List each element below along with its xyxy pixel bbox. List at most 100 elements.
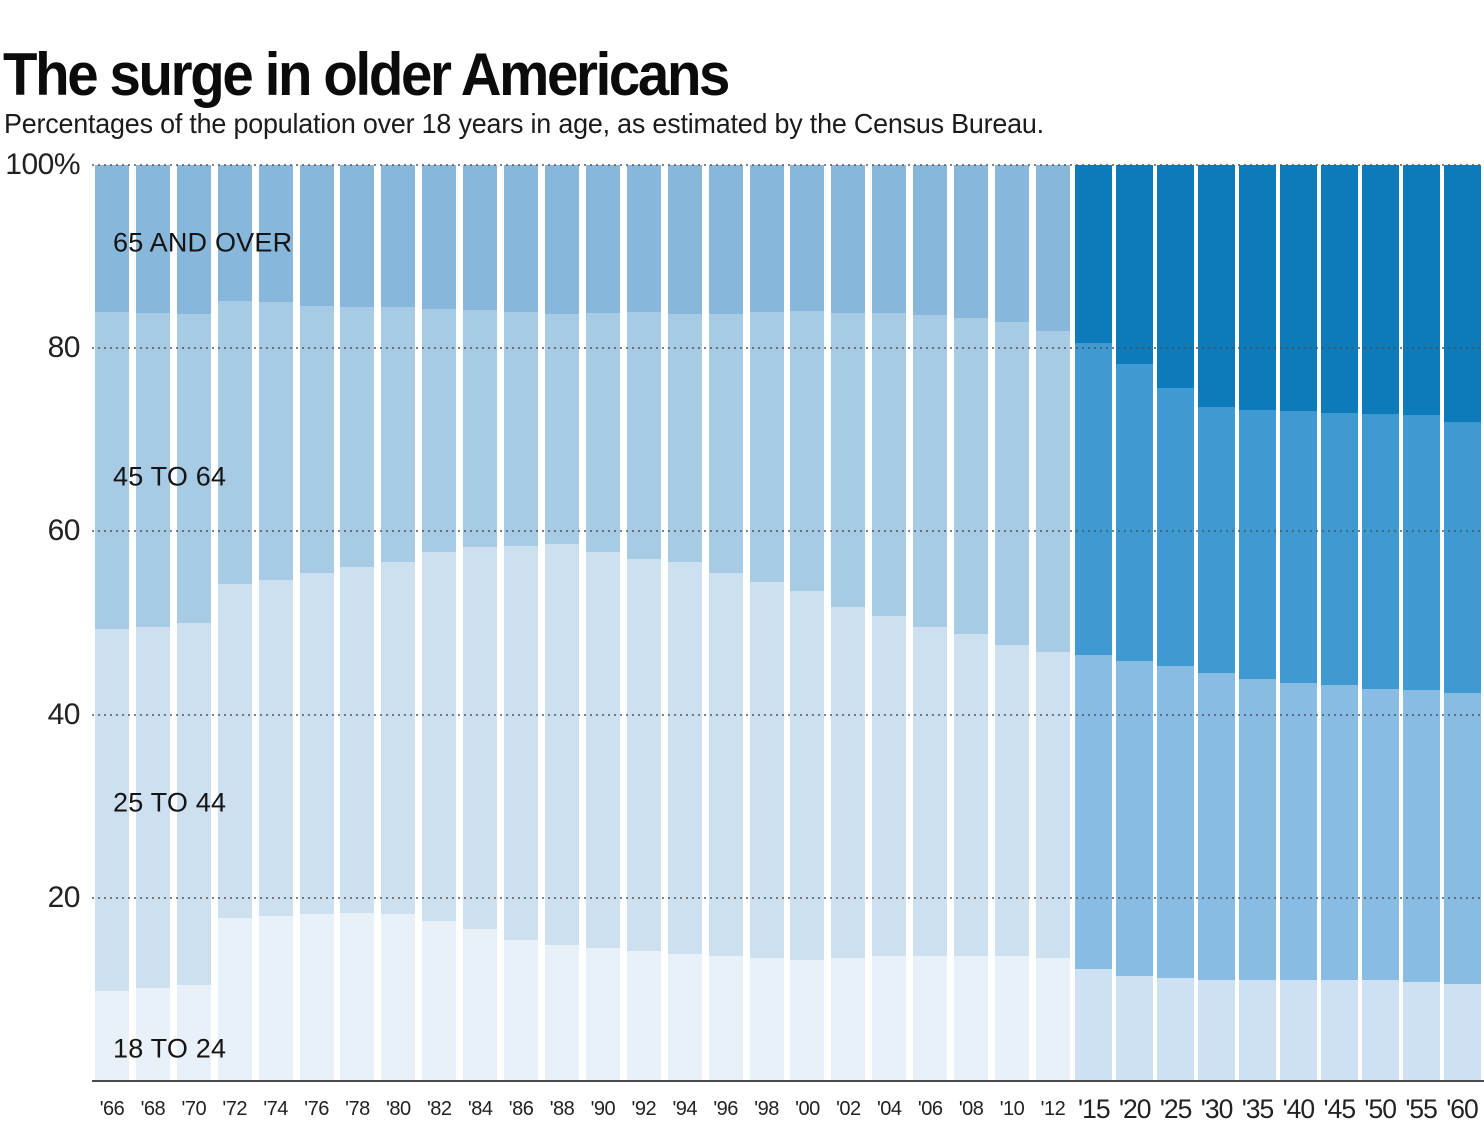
bar-segment (1361, 165, 1399, 415)
bar-segment (95, 165, 129, 313)
bar-segment (1116, 363, 1154, 662)
bar-column-86 (504, 165, 539, 1081)
bar-segment (1279, 980, 1317, 1081)
bar-column-96 (708, 165, 743, 1081)
bar-segment (135, 987, 170, 1081)
bar-segment (1075, 342, 1113, 656)
bar-segment (176, 623, 211, 985)
bar-segment (1402, 165, 1440, 416)
bar-segment (340, 306, 375, 568)
bar-segment (1361, 414, 1399, 689)
bar-segment (340, 567, 375, 914)
bar-segment (995, 645, 1030, 957)
bar-segment (1320, 413, 1358, 686)
chart-subtitle: Percentages of the population over 18 ye… (4, 108, 1044, 139)
bar-column-98 (749, 165, 784, 1081)
bar-segment (1157, 666, 1195, 979)
x-tick-label: '50 (1364, 1094, 1397, 1124)
bar-segment (545, 314, 579, 545)
bar-segment (1075, 165, 1113, 343)
bar-segment (749, 958, 784, 1081)
bar-segment (504, 546, 539, 940)
bar-segment (667, 561, 702, 954)
bar-segment (176, 165, 211, 315)
x-tick-label: '76 (304, 1098, 329, 1120)
bar-segment (790, 165, 825, 311)
y-tick-label: 100% (5, 148, 80, 181)
bar-segment (995, 165, 1030, 322)
bar-segment (1238, 409, 1276, 679)
bar-segment (626, 950, 661, 1081)
bar-segment (1402, 415, 1440, 690)
bar-segment (1198, 980, 1236, 1081)
bar-segment (95, 991, 129, 1081)
bar-segment (749, 312, 784, 582)
bar-column-72 (217, 165, 252, 1081)
bar-column-00 (790, 165, 825, 1081)
bar-segment (1116, 975, 1154, 1081)
bar-segment (831, 958, 866, 1081)
gridline-100 (92, 164, 1484, 166)
bar-segment (217, 165, 252, 301)
x-tick-label: '70 (181, 1098, 207, 1120)
bar-column-45 (1320, 165, 1358, 1081)
x-tick-label: '45 (1323, 1094, 1357, 1124)
bar-segment (1320, 165, 1358, 414)
bar-segment (1279, 682, 1317, 981)
bar-segment (1198, 673, 1236, 981)
bar-segment (585, 552, 620, 949)
bar-segment (381, 165, 416, 307)
bar-segment (831, 606, 866, 959)
bar-segment (463, 165, 498, 310)
x-tick-label: '60 (1446, 1094, 1479, 1124)
bar-column-68 (135, 165, 170, 1081)
bar-segment (422, 308, 457, 552)
bar-column-78 (340, 165, 375, 1081)
bar-segment (381, 307, 416, 562)
bar-segment (95, 312, 129, 629)
bar-column-90 (585, 165, 620, 1081)
x-tick-label: '35 (1241, 1094, 1275, 1124)
bar-column-94 (667, 165, 702, 1081)
bar-segment (585, 165, 620, 314)
y-tick-label: 60 (47, 514, 81, 548)
bar-segment (1116, 165, 1154, 364)
bar-segment (626, 165, 661, 312)
x-tick-label: '06 (917, 1098, 943, 1120)
bar-segment (1279, 411, 1317, 683)
bar-segment (585, 313, 620, 553)
bar-segment (217, 300, 252, 584)
x-tick-label: '94 (672, 1098, 698, 1120)
bar-segment (545, 544, 579, 945)
gridline-80 (92, 347, 1484, 350)
x-tick-label: '96 (713, 1098, 738, 1120)
bar-segment (708, 956, 743, 1081)
bar-segment (1075, 655, 1113, 970)
bar-segment (585, 948, 620, 1081)
bar-segment (504, 165, 539, 313)
x-tick-label: '72 (222, 1098, 247, 1120)
x-tick-label: '98 (754, 1098, 779, 1120)
bar-segment (1157, 165, 1195, 388)
bar-segment (831, 165, 866, 314)
bar-segment (913, 165, 948, 316)
bar-column-25 (1157, 165, 1195, 1081)
bar-segment (176, 314, 211, 623)
x-tick-label: '04 (876, 1098, 902, 1120)
bar-segment (626, 311, 661, 559)
bar-segment (299, 572, 334, 915)
bar-column-15 (1075, 165, 1113, 1081)
bar-segment (749, 165, 784, 313)
x-tick-label: '40 (1282, 1094, 1316, 1124)
bar-segment (1361, 688, 1399, 981)
bar-segment (340, 913, 375, 1081)
y-tick-label: 20 (47, 880, 81, 914)
bar-segment (381, 914, 416, 1081)
segment-label-65-and-over: 65 AND OVER (113, 227, 293, 258)
x-tick-label: '25 (1159, 1094, 1193, 1124)
bar-segment (135, 626, 170, 988)
bar-column-82 (422, 165, 457, 1081)
bar-column-35 (1238, 165, 1276, 1081)
bar-segment (545, 944, 579, 1081)
bar-segment (1361, 980, 1399, 1081)
